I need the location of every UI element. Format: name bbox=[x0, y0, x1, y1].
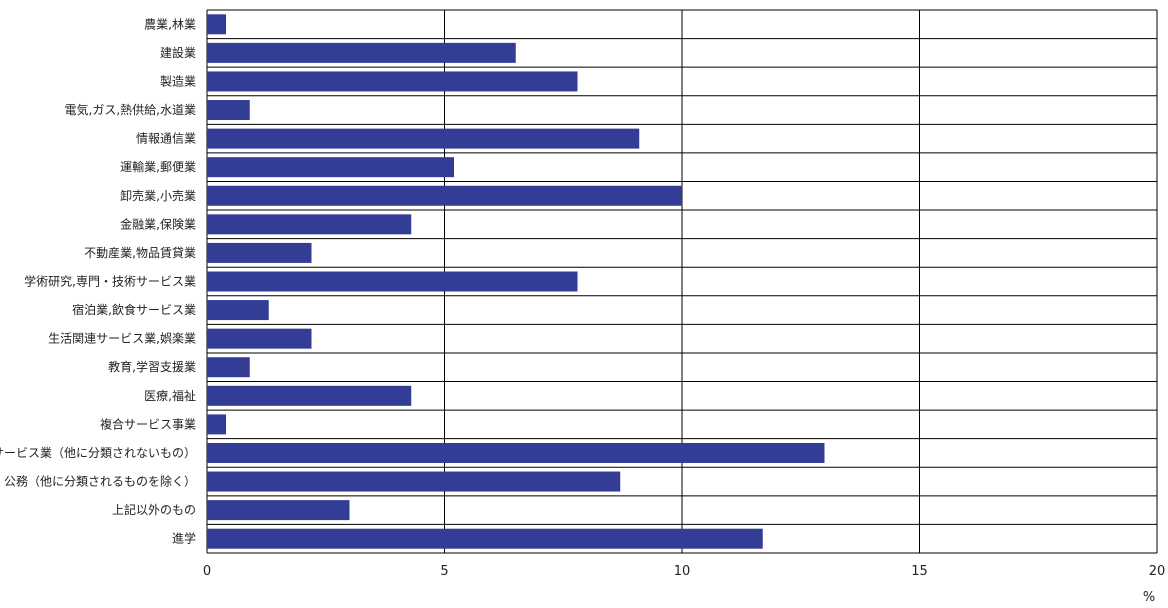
bar bbox=[207, 128, 640, 149]
category-label: 建設業 bbox=[160, 45, 196, 60]
bar bbox=[207, 214, 412, 235]
x-axis-unit-label: % bbox=[1143, 590, 1155, 605]
bar bbox=[207, 185, 682, 206]
x-tick-label: 10 bbox=[674, 564, 691, 579]
bar bbox=[207, 157, 454, 178]
category-label: 上記以外のもの bbox=[112, 502, 196, 517]
bar bbox=[207, 528, 763, 549]
bar bbox=[207, 414, 226, 435]
bar bbox=[207, 471, 621, 492]
x-tick-label: 15 bbox=[911, 564, 928, 579]
bar bbox=[207, 385, 412, 406]
bar bbox=[207, 271, 578, 292]
bar bbox=[207, 100, 250, 121]
bar bbox=[207, 500, 350, 521]
category-label: 不動産業,物品賃貸業 bbox=[84, 245, 196, 260]
category-label: 進学 bbox=[172, 531, 196, 546]
category-label: 金融業,保険業 bbox=[120, 216, 196, 231]
category-label: サービス業（他に分類されないもの） bbox=[0, 446, 196, 460]
category-label: 生活関連サービス業,娯楽業 bbox=[48, 332, 196, 346]
category-label: 宿泊業,飲食サービス業 bbox=[72, 302, 196, 317]
category-label: 公務（他に分類されるものを除く） bbox=[4, 474, 196, 489]
bar bbox=[207, 442, 825, 463]
x-axis-ticks: 0 5 10 15 20 bbox=[203, 564, 1165, 579]
category-label: 複合サービス事業 bbox=[100, 416, 196, 431]
x-tick-label: 0 bbox=[203, 564, 211, 579]
x-tick-label: 5 bbox=[440, 564, 448, 579]
category-label: 農業,林業 bbox=[144, 17, 196, 31]
bar bbox=[207, 357, 250, 378]
category-label: 教育,学習支援業 bbox=[108, 359, 196, 374]
category-label: 医療,福祉 bbox=[144, 388, 196, 403]
bar bbox=[207, 300, 269, 321]
category-label: 運輸業,郵便業 bbox=[120, 159, 196, 174]
category-labels: 農業,林業建設業製造業電気,ガス,熱供給,水道業情報通信業運輸業,郵便業卸売業,… bbox=[0, 17, 196, 545]
category-label: 情報通信業 bbox=[136, 132, 196, 146]
x-tick-label: 20 bbox=[1149, 564, 1166, 579]
bar bbox=[207, 242, 312, 263]
bar bbox=[207, 14, 226, 35]
category-label: 電気,ガス,熱供給,水道業 bbox=[65, 102, 196, 117]
category-label: 学術研究,専門・技術サービス業 bbox=[24, 274, 196, 289]
bar bbox=[207, 328, 312, 349]
category-label: 製造業 bbox=[160, 74, 196, 88]
bar-layer bbox=[207, 14, 825, 549]
bar bbox=[207, 71, 578, 92]
bar bbox=[207, 42, 516, 63]
category-label: 卸売業,小売業 bbox=[120, 188, 196, 203]
